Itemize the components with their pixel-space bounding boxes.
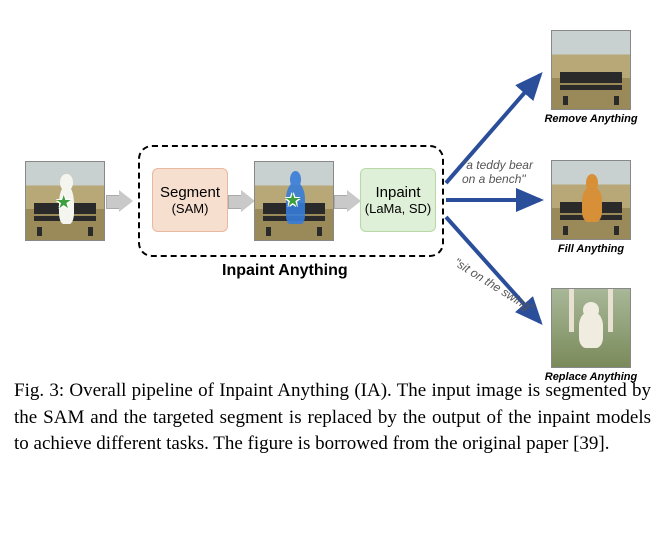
star-marker-icon: ★ — [56, 192, 72, 213]
segment-module: Segment (SAM) — [152, 168, 228, 232]
output-replace-image — [551, 288, 631, 368]
output-remove-label: Remove Anything — [536, 113, 646, 125]
figure-caption: Fig. 3: Overall pipeline of Inpaint Anyt… — [0, 370, 665, 458]
inpaint-subtitle: (LaMa, SD) — [365, 201, 431, 216]
output-fill-image — [551, 160, 631, 240]
segment-subtitle: (SAM) — [172, 201, 209, 216]
replace-prompt: "sit on the swing" — [451, 255, 536, 316]
output-fill-label: Fill Anything — [536, 243, 646, 255]
star-marker-icon: ★ — [285, 190, 301, 211]
fill-prompt: "a teddy bear on a bench" — [462, 158, 533, 187]
output-replace-label: Replace Anything — [536, 371, 646, 383]
inpaint-title: Inpaint — [375, 184, 420, 201]
input-image: ★ — [25, 161, 105, 241]
inpaint-module: Inpaint (LaMa, SD) — [360, 168, 436, 232]
segmented-image: ★ — [254, 161, 334, 241]
output-remove-image — [551, 30, 631, 110]
module-label: Inpaint Anything — [222, 262, 348, 280]
segment-title: Segment — [160, 184, 220, 201]
figure-area: ★ Segment (SAM) ★ Inpaint (LaMa, SD) Inp… — [0, 0, 665, 370]
